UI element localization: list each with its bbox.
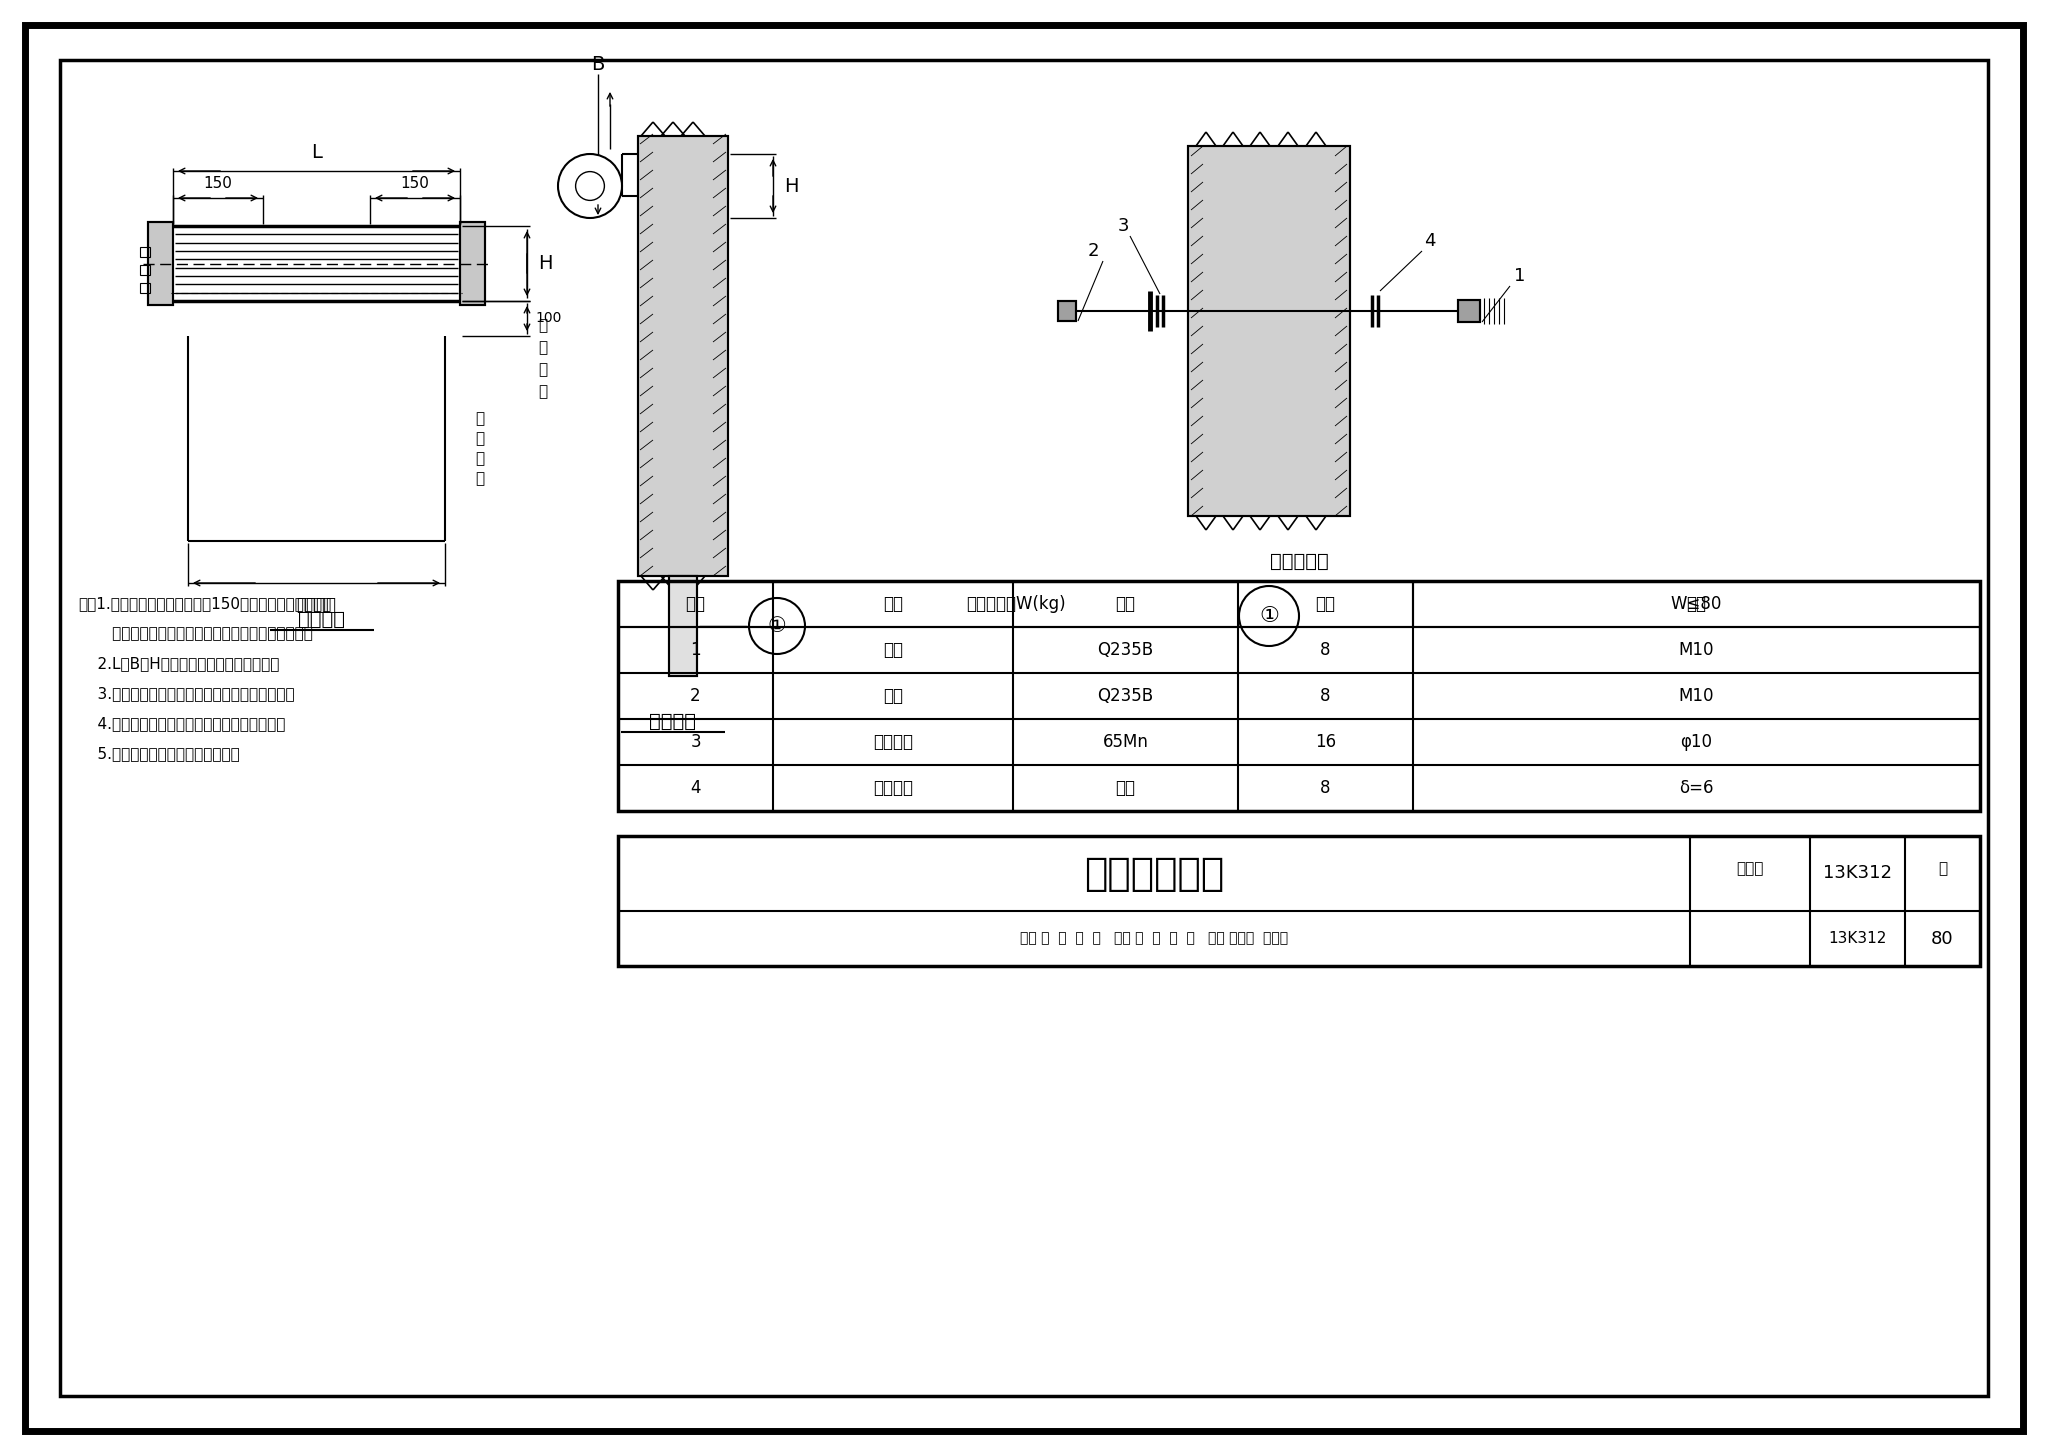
Text: 橡胶: 橡胶 [1116,779,1135,796]
Bar [139,265,150,275]
Bar [1458,300,1481,322]
Text: 65Mn: 65Mn [1102,732,1149,751]
Text: H: H [784,176,799,195]
Text: 材料: 材料 [1116,596,1135,613]
Bar [1188,146,1350,515]
Text: 口: 口 [539,363,547,377]
Text: 2: 2 [1087,242,1098,261]
Text: 审核 白  玲  沁  龄   校对 成  藻  汉  霞   设计 许远超  沈远超: 审核 白 玲 沁 龄 校对 成 藻 汉 霞 设计 许远超 沈远超 [1020,932,1288,945]
Text: 13K312: 13K312 [1829,930,1886,946]
Text: L: L [311,144,322,163]
Text: 2: 2 [690,687,700,705]
Text: 8: 8 [1321,779,1331,796]
Bar [461,221,485,304]
Text: 硅酸钙板墙、石膏板隔墙、木料隔墙等轻质墙体。: 硅酸钙板墙、石膏板隔墙、木料隔墙等轻质墙体。 [78,626,313,641]
Bar [1188,146,1350,515]
Text: 穿轻质墙安装: 穿轻质墙安装 [1083,855,1225,893]
Bar [461,221,485,304]
Bar [139,248,150,258]
Text: 3: 3 [690,732,700,751]
Text: M10: M10 [1679,687,1714,705]
Bar [1059,301,1075,320]
Text: 13K312: 13K312 [1823,865,1892,882]
Text: 注：1.本图适用于厚度大于等于150的蒸压加气混凝土墙、: 注：1.本图适用于厚度大于等于150的蒸压加气混凝土墙、 [78,596,332,612]
Text: 3: 3 [1118,217,1128,234]
Text: 出: 出 [539,319,547,333]
Bar [1458,300,1481,322]
Text: H: H [539,253,553,272]
Bar [147,221,172,304]
Text: ①: ① [1260,606,1280,626]
Text: 页: 页 [1937,860,1948,877]
Text: 件号: 件号 [686,596,705,613]
Text: 弹簧垫圈: 弹簧垫圈 [872,732,913,751]
Text: 入: 入 [539,341,547,355]
Text: 材料规格表: 材料规格表 [1270,552,1329,571]
Text: 3.材料规格及件数以所选设备配置的数据为准。: 3.材料规格及件数以所选设备配置的数据为准。 [78,686,295,700]
Text: 5.螺栓长度根据轻质墙厚度确定。: 5.螺栓长度根据轻质墙厚度确定。 [78,745,240,761]
Text: 规格: 规格 [1686,596,1706,613]
Bar [618,836,1980,965]
Text: 150: 150 [203,176,231,191]
Text: 8: 8 [1321,641,1331,660]
Text: 2.L、B、H分别为空气幕的长、宽、高。: 2.L、B、H分别为空气幕的长、宽、高。 [78,657,279,671]
Bar [618,581,1980,811]
Text: ①: ① [768,616,786,636]
Text: 4.安装定位尺寸可根据现场情况作适当调整。: 4.安装定位尺寸可根据现场情况作适当调整。 [78,716,285,731]
Text: φ10: φ10 [1681,732,1712,751]
Text: Q235B: Q235B [1098,687,1153,705]
Text: Q235B: Q235B [1098,641,1153,660]
Text: 高: 高 [539,384,547,399]
Text: δ=6: δ=6 [1679,779,1714,796]
Text: M10: M10 [1679,641,1714,660]
Text: 入: 入 [475,431,485,446]
Bar [639,135,727,577]
Text: 1: 1 [690,641,700,660]
Text: 8: 8 [1321,687,1331,705]
Bar [670,577,696,676]
Text: 4: 4 [1423,232,1436,250]
Text: 名称: 名称 [883,596,903,613]
Text: 正立面图: 正立面图 [299,610,344,629]
Text: 高: 高 [475,470,485,486]
Text: 4: 4 [690,779,700,796]
Text: 80: 80 [1931,929,1954,948]
Bar [639,135,727,577]
Text: W≤80: W≤80 [1671,596,1722,613]
Bar [139,282,150,293]
Circle shape [557,154,623,218]
Text: 16: 16 [1315,732,1335,751]
Text: 螺母: 螺母 [883,687,903,705]
Text: 空气幕重量W(kg): 空气幕重量W(kg) [967,596,1065,613]
Text: 出: 出 [475,411,485,427]
Bar [147,221,172,304]
Text: 螺栓: 螺栓 [883,641,903,660]
Bar [1059,301,1075,320]
Text: 150: 150 [401,176,430,191]
Text: 1: 1 [1513,266,1526,285]
Text: 件数: 件数 [1315,596,1335,613]
Text: 出入口宽: 出入口宽 [297,596,336,614]
Text: B: B [592,54,604,73]
Text: 图集号: 图集号 [1737,860,1763,877]
Text: 口: 口 [475,451,485,466]
Bar [670,577,696,676]
Text: 100: 100 [537,312,563,326]
Text: 橡胶垫片: 橡胶垫片 [872,779,913,796]
Text: 侧立面图: 侧立面图 [649,712,696,731]
